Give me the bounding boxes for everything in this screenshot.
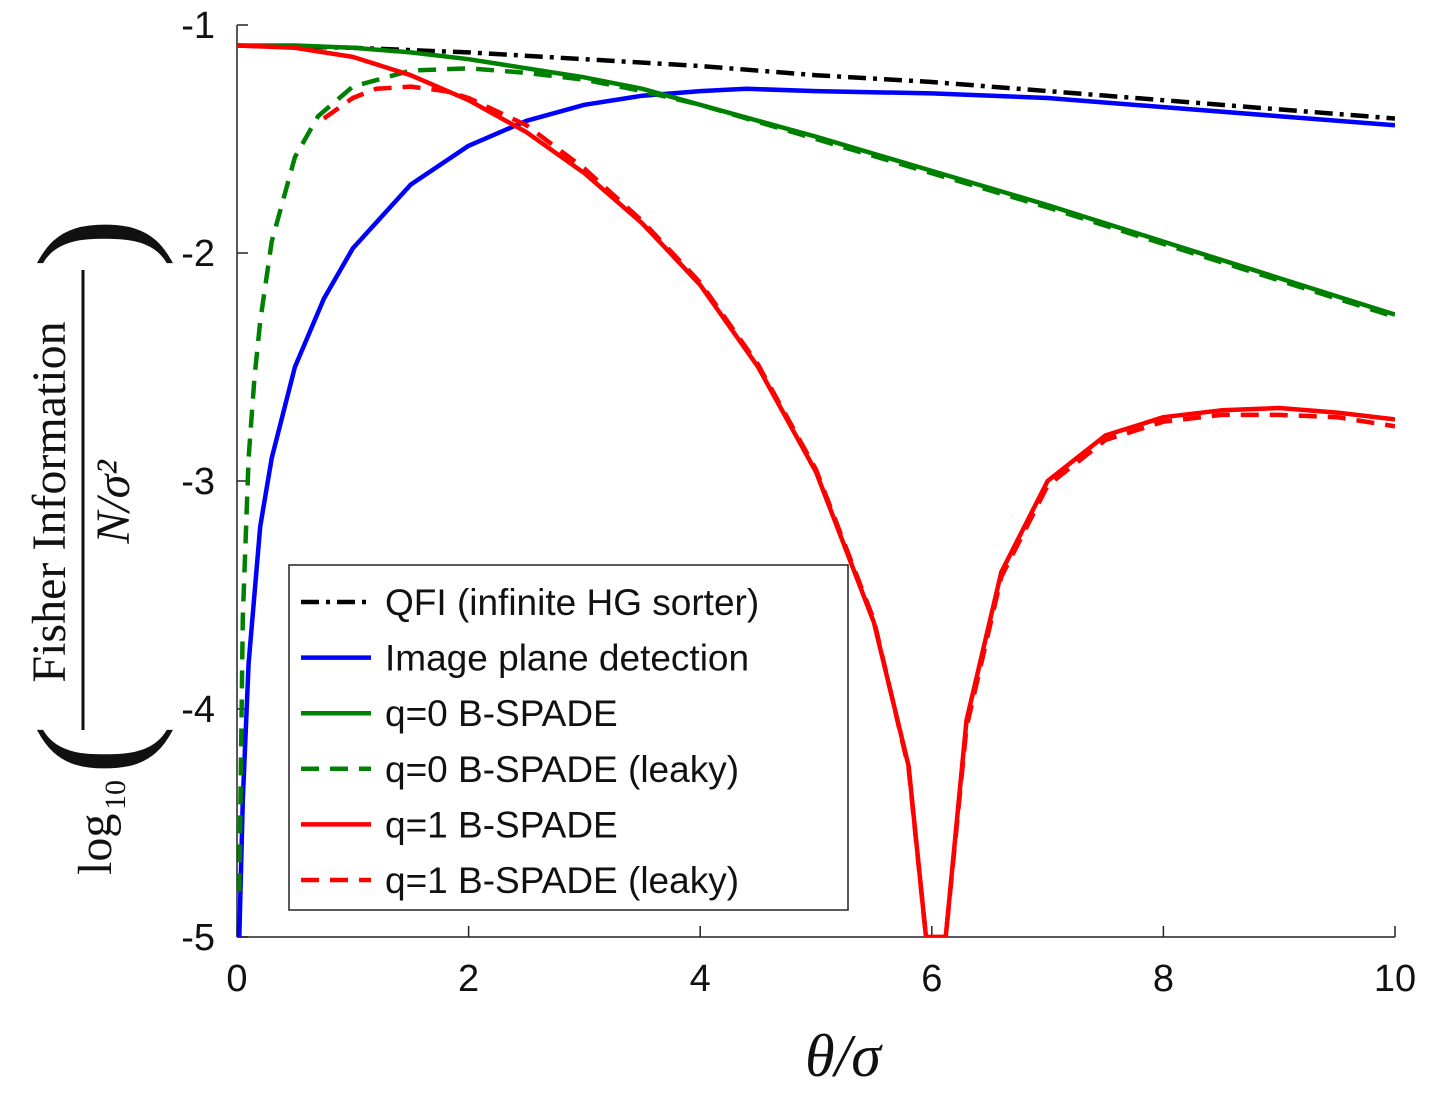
legend-label: q=1 B-SPADE (leaky)	[385, 860, 739, 901]
y-axis-label-paren-right: )	[8, 218, 174, 268]
x-tick-label: 2	[458, 958, 479, 1000]
y-tick-label: -2	[181, 233, 215, 275]
x-tick-label: 6	[921, 958, 942, 1000]
y-axis-label-denominator: N/σ²	[87, 459, 140, 545]
legend-label: q=0 B-SPADE (leaky)	[385, 749, 739, 790]
y-tick-label: -4	[181, 689, 215, 731]
x-axis-label: θ/σ	[805, 1023, 883, 1089]
y-tick-label: -5	[181, 917, 215, 959]
y-axis-label-prefix-sub: 10	[99, 780, 132, 810]
series-line-6	[322, 84, 1395, 937]
y-tick-label: -3	[181, 461, 215, 503]
axes: 0 2 4 6 8 10 -1 -2 -3 -4 -5	[181, 5, 1416, 1000]
y-axis-label-prefix: log	[69, 814, 122, 875]
y-axis-label: log 10 ( Fisher Information N/σ² )	[8, 218, 174, 875]
legend-label: Image plane detection	[385, 638, 749, 679]
series-line-1	[237, 43, 1395, 121]
x-tick-label: 8	[1153, 958, 1174, 1000]
legend-label: QFI (infinite HG sorter)	[385, 582, 759, 623]
y-tick-label: -1	[181, 5, 215, 47]
legend-label: q=0 B-SPADE	[385, 693, 618, 734]
x-tick-label: 4	[690, 958, 711, 1000]
x-tick-label: 10	[1374, 958, 1416, 1000]
legend-label: q=1 B-SPADE	[385, 804, 618, 845]
legend-box	[288, 564, 849, 911]
y-axis-label-numerator: Fisher Information	[23, 321, 76, 682]
y-axis-label-paren-left: (	[8, 725, 174, 775]
series-line-2	[237, 86, 1395, 937]
x-tick-label: 0	[226, 958, 247, 1000]
series-line-4	[237, 66, 1395, 892]
legend: QFI (infinite HG sorter) Image plane dete…	[288, 564, 849, 911]
series-layer	[237, 43, 1395, 937]
